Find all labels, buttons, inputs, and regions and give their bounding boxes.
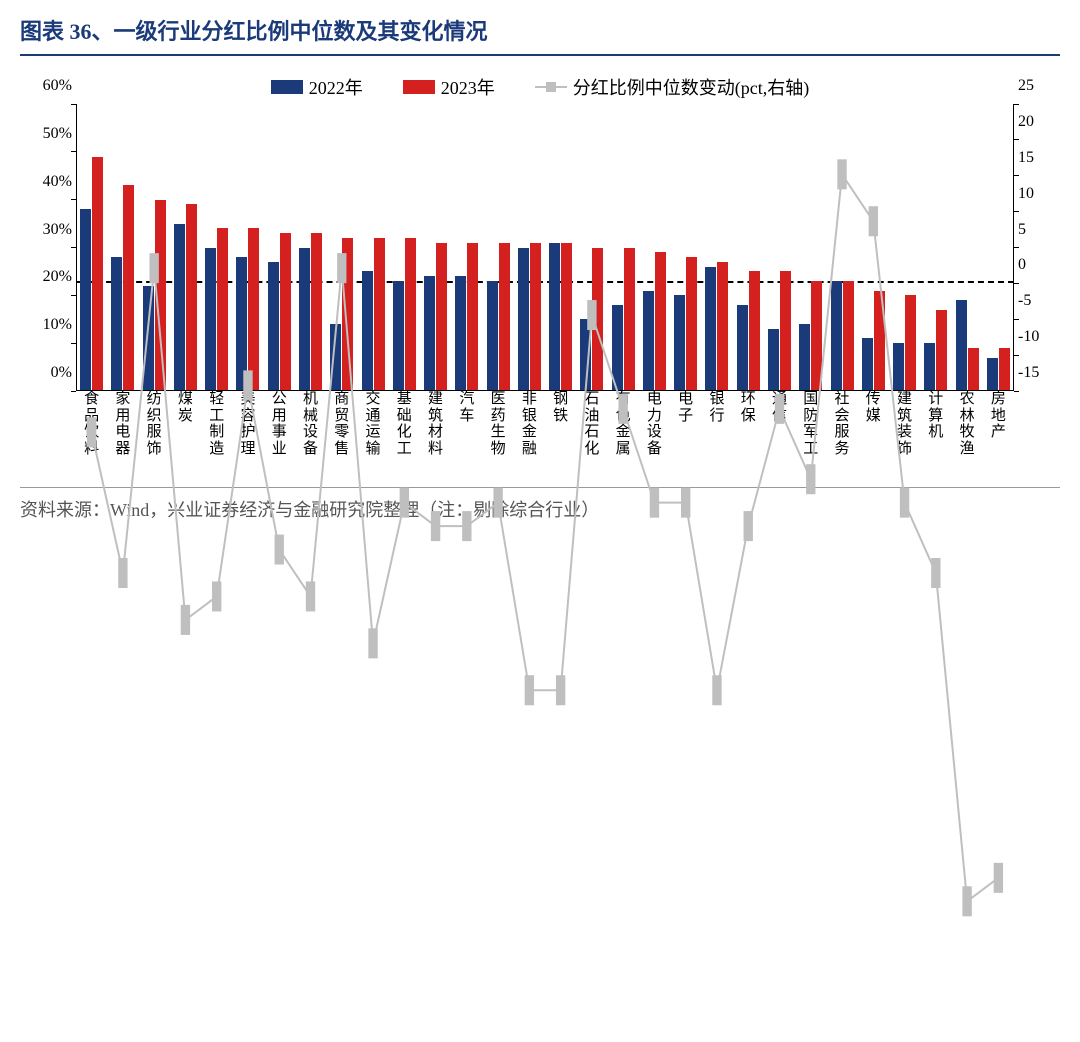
chart-area: 2022年 2023年 分红比例中位数变动(pct,右轴) 0%10%20%30… xyxy=(20,68,1060,488)
delta-marker xyxy=(275,535,284,565)
legend-label-2023: 2023年 xyxy=(441,74,495,100)
delta-marker xyxy=(681,488,690,518)
delta-marker xyxy=(712,675,721,705)
y-left-tick-label: 30% xyxy=(24,221,76,239)
y-right-tick-label: 5 xyxy=(1014,221,1056,239)
delta-marker xyxy=(837,159,846,189)
delta-marker xyxy=(431,511,440,541)
delta-marker xyxy=(744,511,753,541)
delta-marker xyxy=(243,370,252,400)
delta-marker xyxy=(618,394,627,424)
legend: 2022年 2023年 分红比例中位数变动(pct,右轴) xyxy=(20,74,1060,100)
delta-marker xyxy=(962,886,971,916)
delta-marker xyxy=(368,628,377,658)
y-left-tick-label: 10% xyxy=(24,316,76,334)
chart-container: 图表 36、一级行业分红比例中位数及其变化情况 2022年 2023年 分红比例… xyxy=(0,0,1080,532)
delta-marker xyxy=(118,558,127,588)
delta-marker xyxy=(931,558,940,588)
y-right-tick-label: 15 xyxy=(1014,149,1056,167)
delta-marker xyxy=(181,605,190,635)
delta-marker xyxy=(337,253,346,283)
legend-label-delta: 分红比例中位数变动(pct,右轴) xyxy=(573,74,809,100)
y-left-tick-label: 20% xyxy=(24,268,76,286)
delta-line xyxy=(76,104,1014,1042)
delta-marker xyxy=(400,488,409,518)
legend-item-delta: 分红比例中位数变动(pct,右轴) xyxy=(535,74,809,100)
delta-marker xyxy=(994,863,1003,893)
y-right-tick-label: -15 xyxy=(1014,364,1056,382)
delta-marker xyxy=(587,300,596,330)
delta-marker xyxy=(900,488,909,518)
y-right-tick-label: -5 xyxy=(1014,292,1056,310)
chart-title: 图表 36、一级行业分红比例中位数及其变化情况 xyxy=(20,10,1060,56)
y-left-tick-label: 50% xyxy=(24,125,76,143)
delta-marker xyxy=(87,417,96,447)
legend-item-2022: 2022年 xyxy=(271,74,363,100)
y-right-tick-label: -10 xyxy=(1014,328,1056,346)
y-left-tick-label: 0% xyxy=(24,364,76,382)
plot-area: 0%10%20%30%40%50%60% -15-10-50510152025 … xyxy=(76,104,1014,391)
delta-marker xyxy=(650,488,659,518)
legend-swatch-2022 xyxy=(271,80,303,94)
delta-marker xyxy=(149,253,158,283)
delta-marker xyxy=(806,464,815,494)
y-right-tick-label: 20 xyxy=(1014,113,1056,131)
delta-marker xyxy=(525,675,534,705)
delta-marker xyxy=(556,675,565,705)
legend-swatch-delta xyxy=(535,86,567,88)
delta-marker xyxy=(306,581,315,611)
delta-marker xyxy=(493,488,502,518)
delta-marker xyxy=(212,581,221,611)
y-left-tick-label: 40% xyxy=(24,173,76,191)
delta-marker xyxy=(775,394,784,424)
delta-marker xyxy=(869,206,878,236)
legend-item-2023: 2023年 xyxy=(403,74,495,100)
legend-swatch-2023 xyxy=(403,80,435,94)
y-right-tick-label: 0 xyxy=(1014,256,1056,274)
y-right-tick-label: 10 xyxy=(1014,185,1056,203)
legend-label-2022: 2022年 xyxy=(309,74,363,100)
delta-marker xyxy=(462,511,471,541)
